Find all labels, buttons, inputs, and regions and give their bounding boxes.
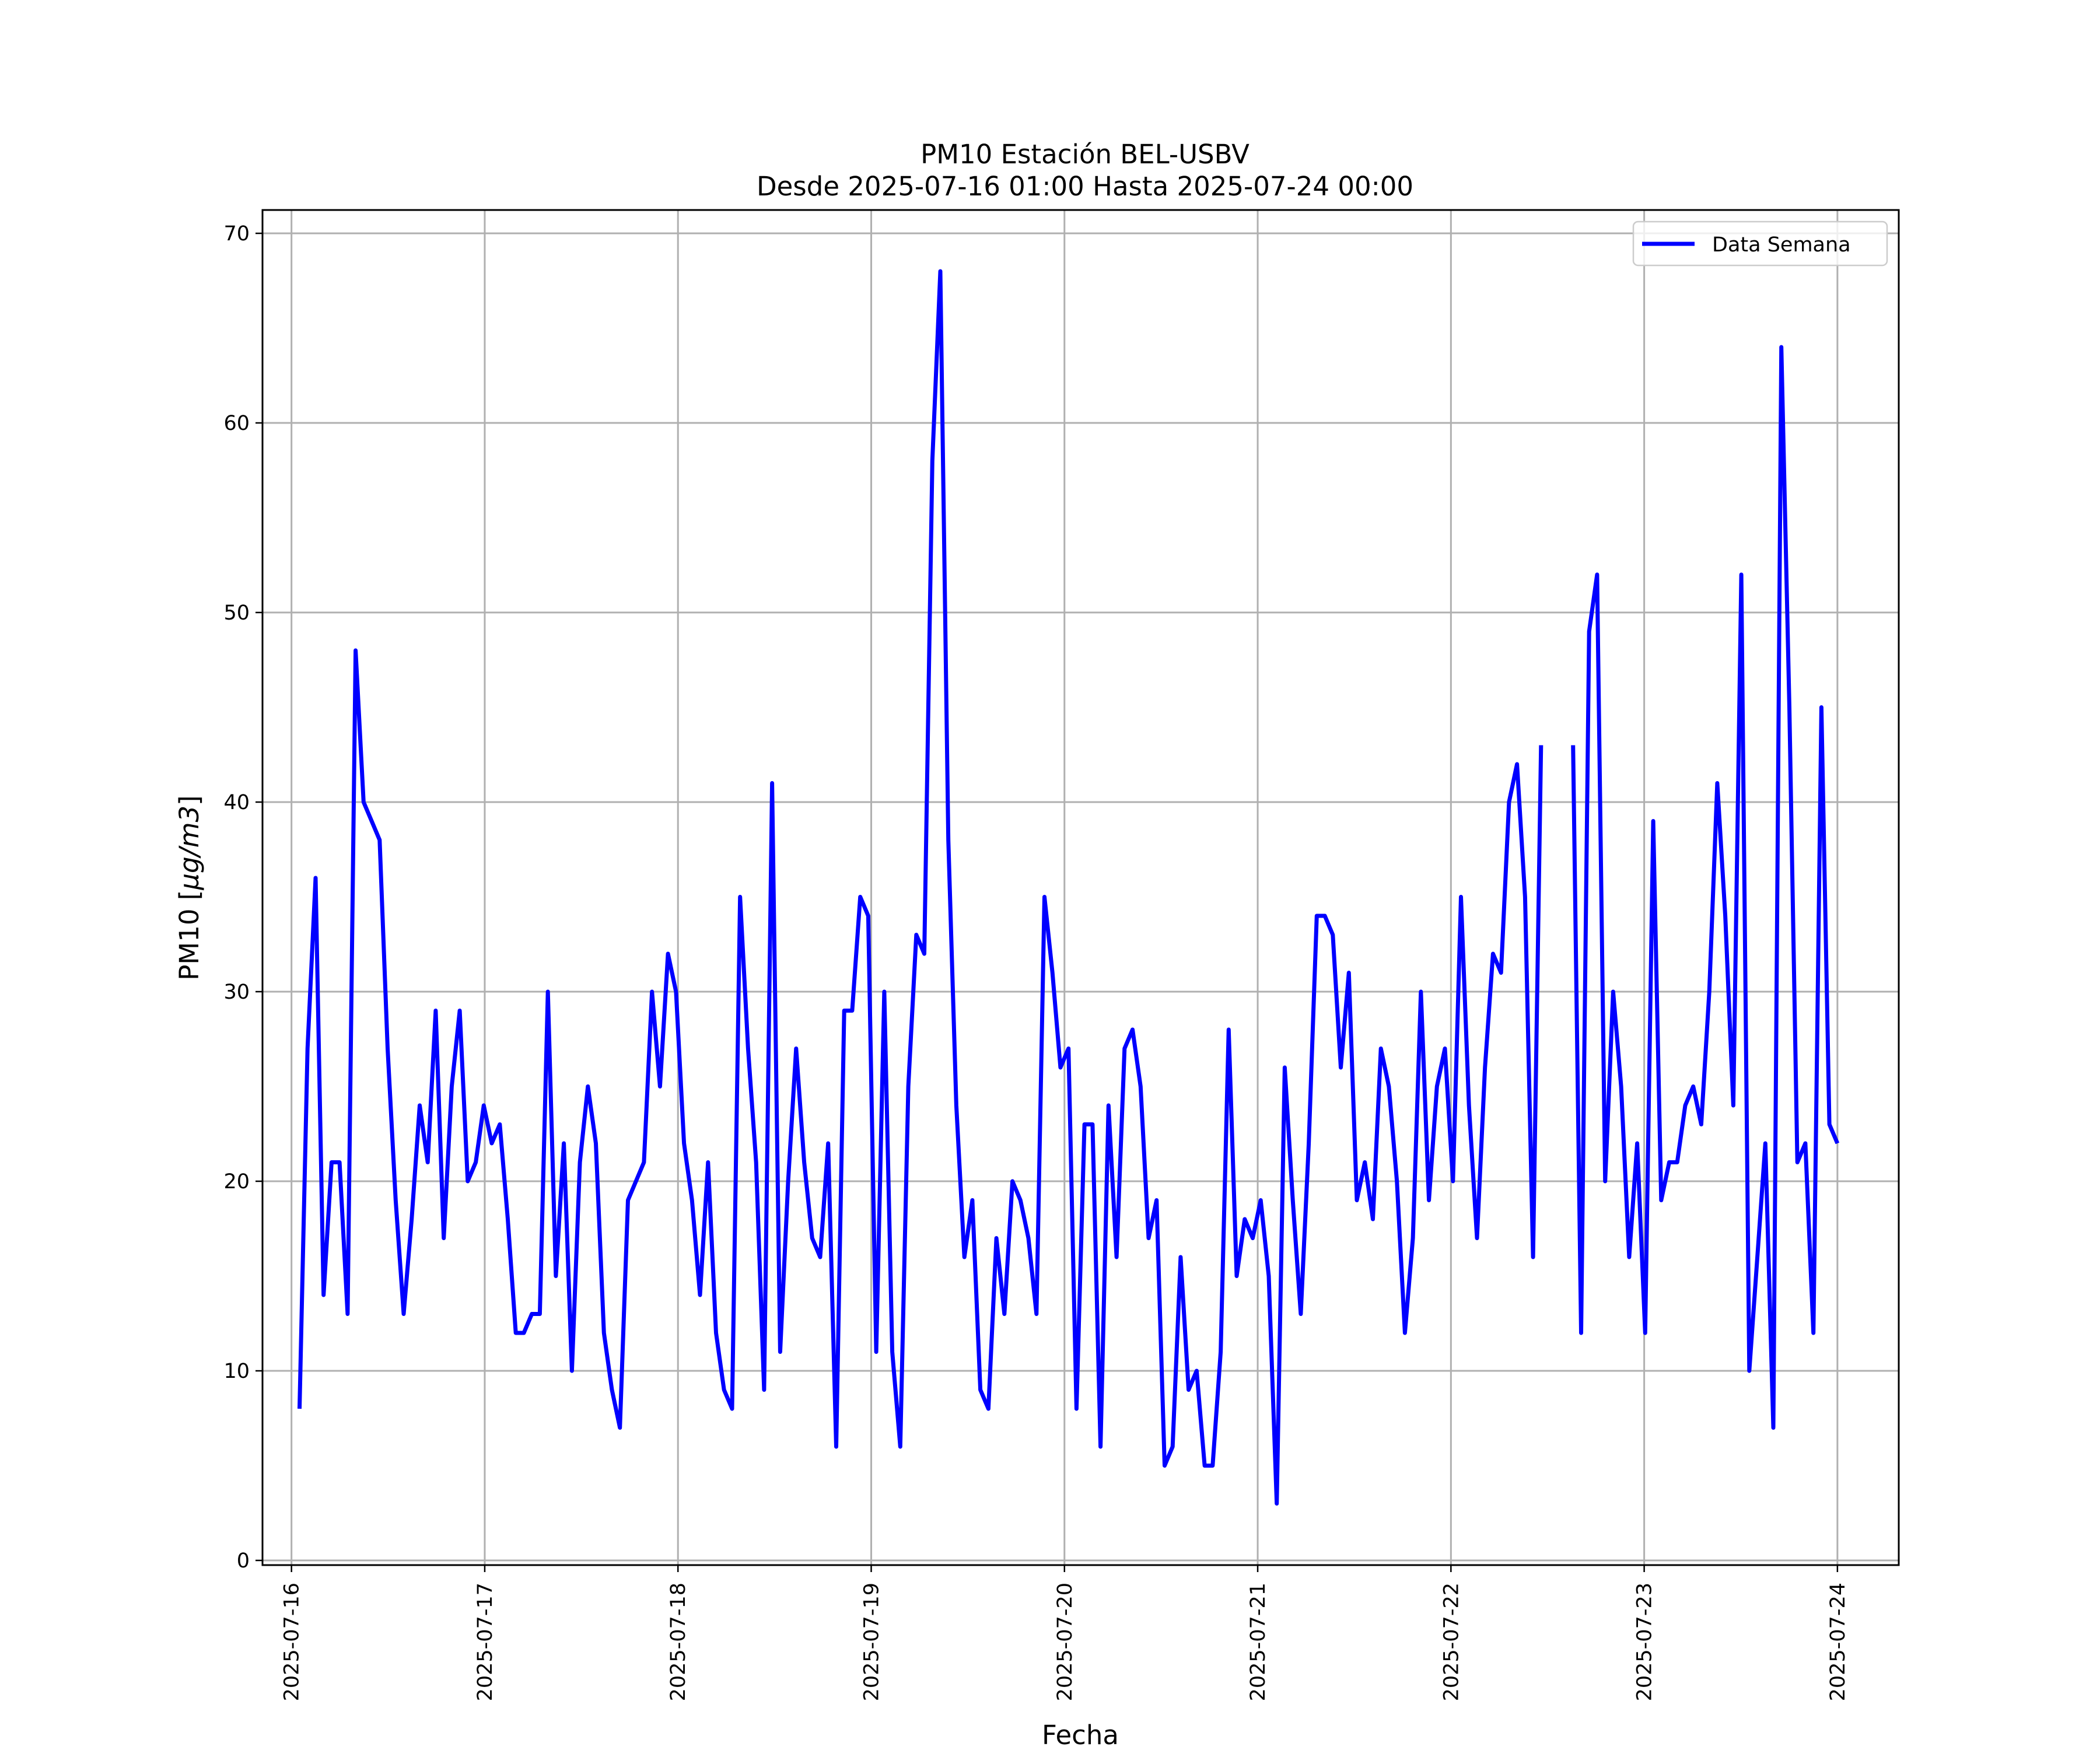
chart-title-line1: PM10 Estación BEL-USBV: [921, 139, 1250, 170]
x-tick-label: 2025-07-22: [1440, 1583, 1463, 1701]
plot-frame: [261, 209, 1900, 1566]
x-tick-label: 2025-07-17: [474, 1583, 497, 1701]
series-layer: [298, 269, 1840, 1506]
x-tick-label: 2025-07-24: [1826, 1583, 1850, 1701]
y-tick-label: 20: [223, 1170, 250, 1194]
x-tick-label: 2025-07-18: [667, 1583, 690, 1701]
x-tick-label: 2025-07-23: [1633, 1583, 1657, 1701]
x-tick-label: 2025-07-21: [1247, 1583, 1270, 1701]
y-axis: 0 10 20 30 40 50 60 70: [223, 222, 262, 1573]
legend: Data Semana: [1632, 220, 1888, 267]
x-axis-label: Fecha: [1042, 1720, 1119, 1750]
x-axis: 2025-07-16 2025-07-17 2025-07-18 2025-07-19…: [281, 1565, 1850, 1701]
legend-box: [1632, 220, 1888, 267]
y-tick-label: 30: [223, 981, 250, 1004]
y-axis-label: PM10 [μg/m3]: [174, 795, 205, 980]
y-tick-label: 50: [223, 601, 250, 625]
y-tick-label: 70: [223, 222, 250, 246]
chart-title-line2: Desde 2025-07-16 01:00 Hasta 2025-07-24 …: [757, 171, 1413, 202]
y-tick-label: 10: [223, 1360, 250, 1383]
grid-lines: [262, 210, 1899, 1565]
x-tick-label: 2025-07-20: [1054, 1583, 1077, 1701]
x-tick-label: 2025-07-19: [860, 1583, 884, 1701]
y-tick-label: 60: [223, 412, 250, 435]
y-tick-label: 0: [237, 1549, 250, 1573]
y-tick-label: 40: [223, 791, 250, 814]
x-tick-label: 2025-07-16: [281, 1583, 304, 1701]
legend-label: Data Semana: [1712, 233, 1851, 257]
series-line-0: [298, 269, 1840, 1506]
